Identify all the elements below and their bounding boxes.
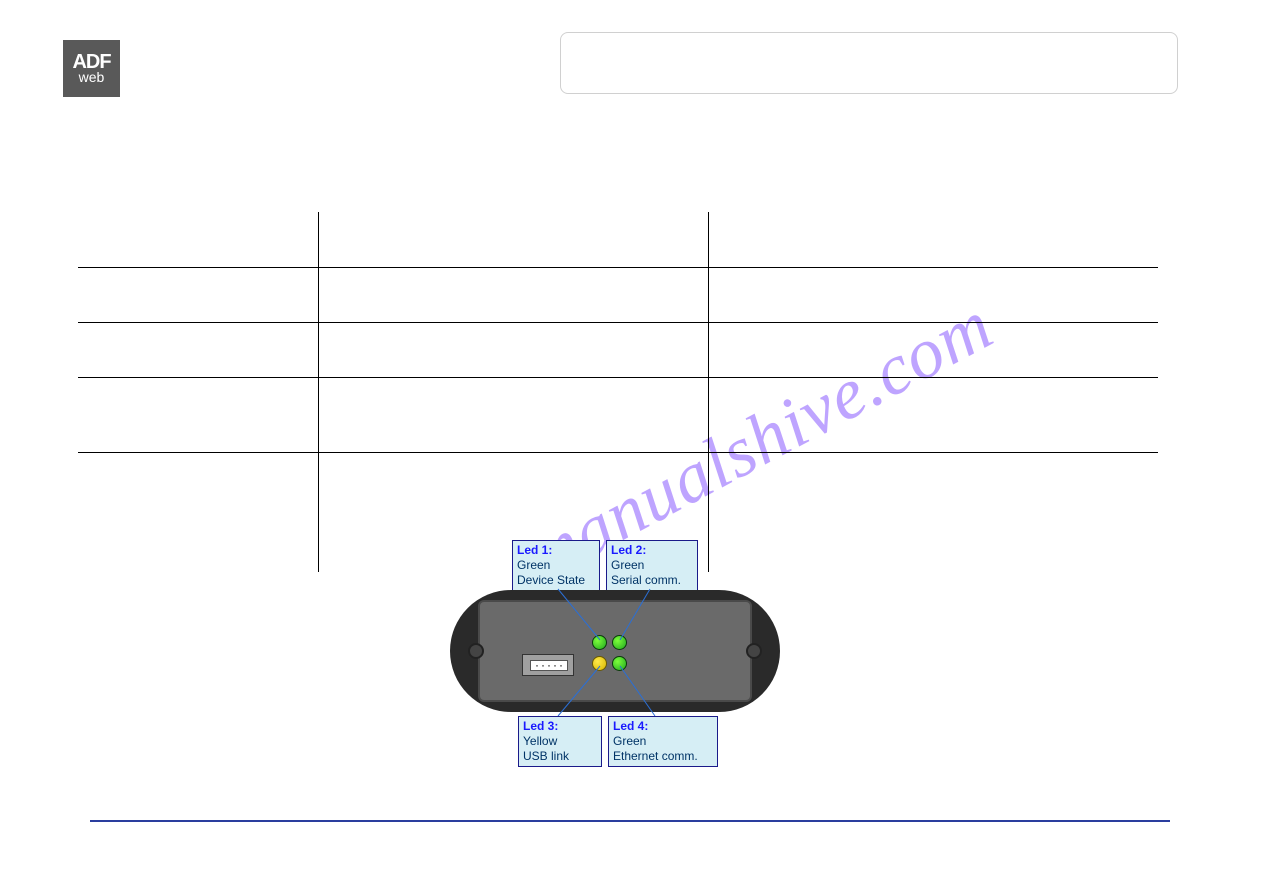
screw-right-icon: [746, 643, 762, 659]
td-state: [318, 377, 708, 452]
td-state: [318, 322, 708, 377]
led4-title: Led 4:: [613, 719, 648, 733]
table-header-row: [78, 212, 1158, 267]
device-diagram: Led 1: Green Device State Led 2: Green S…: [450, 540, 800, 770]
led2-desc: Serial comm.: [611, 573, 681, 587]
logo-bottom: web: [79, 71, 105, 84]
led1-icon: [592, 635, 607, 650]
led1-desc: Device State: [517, 573, 585, 587]
td-led: [78, 322, 318, 377]
td-state: [318, 267, 708, 322]
label-led2: Led 2: Green Serial comm.: [606, 540, 698, 591]
usb-port-icon: [522, 654, 574, 676]
td-led: [78, 267, 318, 322]
td-led: [78, 452, 318, 572]
screw-left-icon: [468, 643, 484, 659]
usb-slot-icon: [530, 660, 568, 671]
header-box: [560, 32, 1178, 94]
th-meaning: [708, 212, 1158, 267]
label-led4: Led 4: Green Ethernet comm.: [608, 716, 718, 767]
label-led3: Led 3: Yellow USB link: [518, 716, 602, 767]
td-meaning: [708, 267, 1158, 322]
led2-icon: [612, 635, 627, 650]
led3-icon: [592, 656, 607, 671]
led3-title: Led 3:: [523, 719, 558, 733]
table-row: [78, 377, 1158, 452]
led3-color: Yellow: [523, 734, 557, 748]
led3-desc: USB link: [523, 749, 569, 763]
device-body: [450, 590, 780, 712]
led4-icon: [612, 656, 627, 671]
leds-table: [78, 212, 1158, 572]
brand-logo: ADF web: [63, 40, 120, 97]
led4-desc: Ethernet comm.: [613, 749, 698, 763]
device-face: [478, 600, 752, 702]
table-row: [78, 267, 1158, 322]
table-row: [78, 322, 1158, 377]
led1-title: Led 1:: [517, 543, 552, 557]
td-meaning: [708, 322, 1158, 377]
td-meaning: [708, 377, 1158, 452]
led2-color: Green: [611, 558, 644, 572]
label-led1: Led 1: Green Device State: [512, 540, 600, 591]
led2-title: Led 2:: [611, 543, 646, 557]
th-state: [318, 212, 708, 267]
led4-color: Green: [613, 734, 646, 748]
th-led: [78, 212, 318, 267]
footer-rule: [90, 820, 1170, 822]
td-led: [78, 377, 318, 452]
led1-color: Green: [517, 558, 550, 572]
